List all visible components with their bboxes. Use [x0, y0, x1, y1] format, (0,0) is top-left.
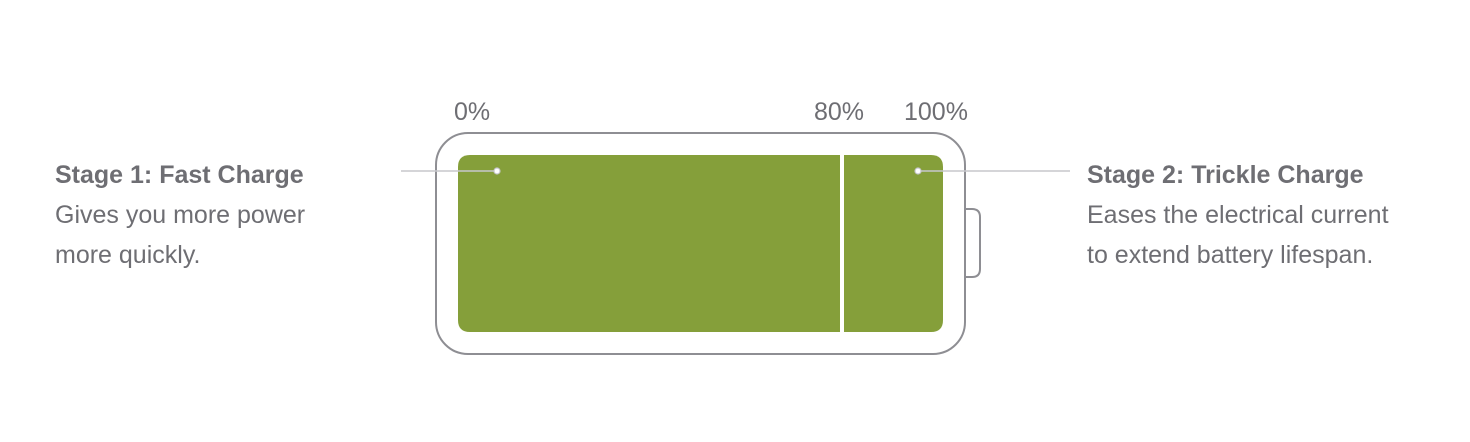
label-100-percent: 100% [904, 98, 968, 126]
stage1-description-line2: more quickly. [55, 241, 201, 269]
fast-charge-segment [458, 155, 840, 332]
battery-terminal [965, 208, 981, 278]
trickle-charge-segment [844, 155, 943, 332]
label-0-percent: 0% [454, 98, 491, 126]
stage2-description-line2: to extend battery lifespan. [1087, 241, 1374, 269]
stage1-callout: Stage 1: Fast Charge Gives you more powe… [55, 155, 395, 275]
stage1-title: Stage 1: Fast Charge [55, 161, 304, 189]
stage2-description-line1: Eases the electrical current [1087, 201, 1389, 229]
label-80-percent: 80% [814, 98, 865, 126]
stage2-callout: Stage 2: Trickle Charge Eases the electr… [1087, 155, 1457, 275]
stage2-title: Stage 2: Trickle Charge [1087, 161, 1364, 189]
stage2-leader-dot [914, 167, 922, 175]
stage1-leader-dot [493, 167, 501, 175]
battery-outline [435, 132, 966, 355]
stage1-description-line1: Gives you more power [55, 201, 306, 229]
